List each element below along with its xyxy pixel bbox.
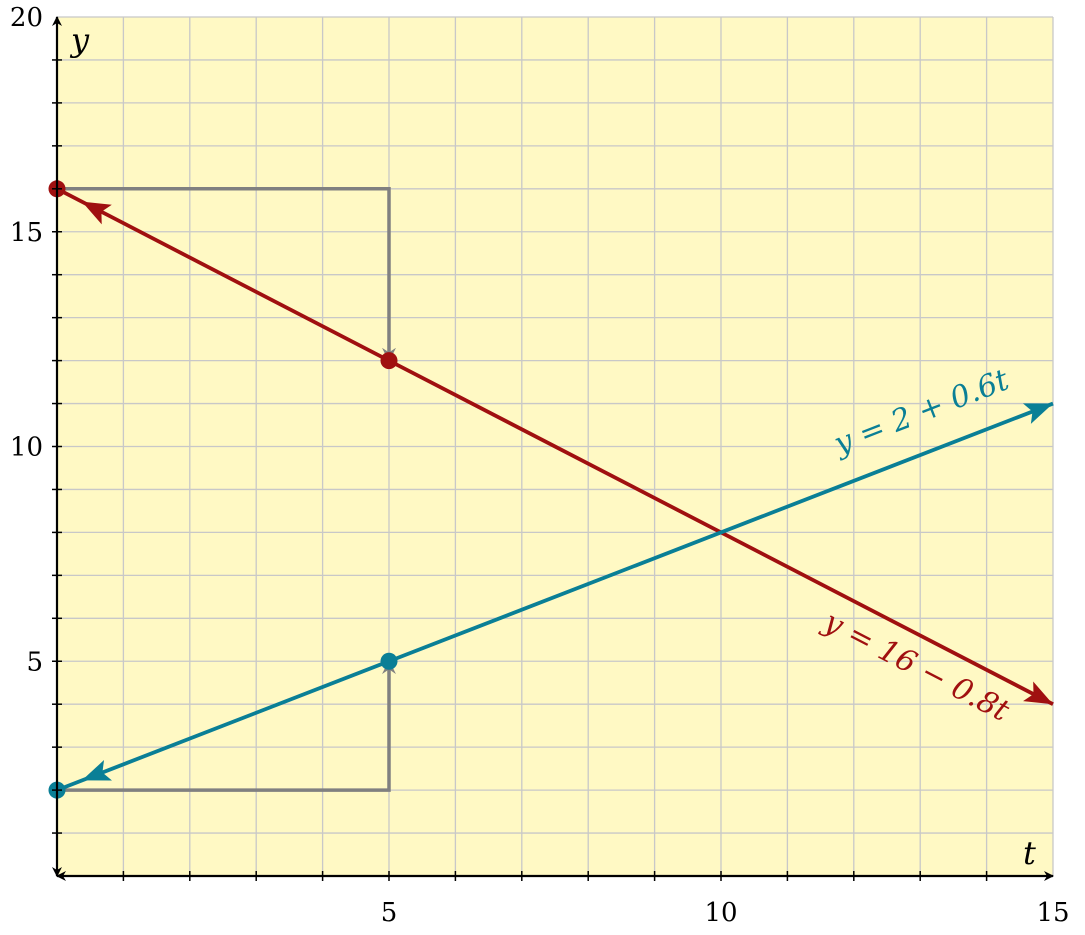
y-tick-label: 20 [10, 3, 43, 33]
series-arrow-start-0-shape [81, 201, 112, 225]
series-arrow-start-1-shape [81, 760, 112, 781]
series-1-point-1 [380, 652, 398, 670]
x-tick-label: 10 [704, 898, 737, 928]
x-tick-label: 15 [1036, 898, 1069, 928]
guide-path [57, 660, 396, 792]
x-axis-title: t [1023, 834, 1036, 872]
y-tick-label: 5 [26, 647, 43, 677]
y-tick-label: 15 [10, 218, 43, 248]
y-axis-title: y [69, 21, 90, 59]
tick-labels: 5 10 15 5 10 15 20 [10, 3, 1070, 928]
series-0-point-1 [380, 352, 398, 370]
guide-lines [57, 187, 396, 792]
series-arrow-start-1 [81, 760, 112, 781]
series-arrow-end-0-shape [1023, 681, 1053, 705]
guide-path [57, 187, 396, 362]
series-arrow-end-1-shape [1022, 403, 1053, 424]
series-line-0 [56, 187, 1054, 706]
y-tick-label: 10 [10, 433, 43, 463]
series-arrow-start-0 [81, 201, 112, 225]
grid [57, 16, 1054, 876]
series-arrow-end-1 [1022, 403, 1053, 424]
series-line-1 [56, 401, 1054, 792]
series-arrow-end-0 [1023, 681, 1053, 705]
axes [52, 16, 1054, 881]
x-tick-label: 5 [381, 898, 398, 928]
